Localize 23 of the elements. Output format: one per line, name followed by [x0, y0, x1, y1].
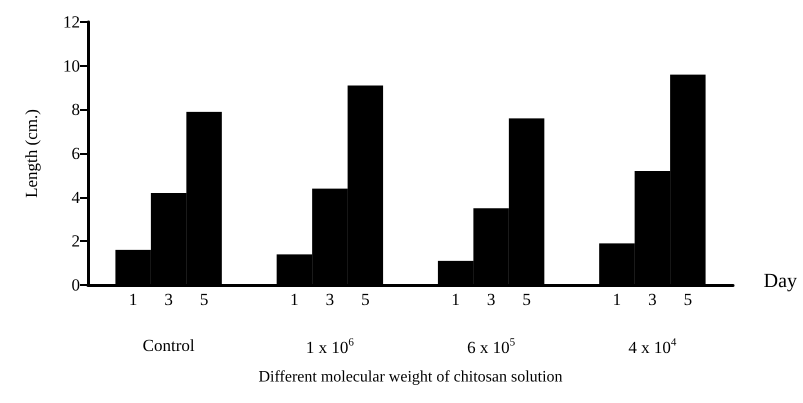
series-label: 1 [128, 290, 138, 309]
y-tick-label: 10 [63, 56, 80, 76]
text: 3 [486, 290, 496, 309]
text: Day [764, 270, 798, 292]
text: 5 [361, 290, 370, 309]
y-axis-title: Length (cm.) [22, 109, 41, 198]
text: 1 [290, 290, 299, 309]
text: 1 [612, 290, 622, 309]
x-tick-label: Control [142, 336, 195, 355]
text: 5 [684, 290, 692, 309]
y-tick-label: 4 [72, 188, 80, 207]
y-tick-label: 8 [72, 100, 80, 120]
y-tick-label: 2 [72, 232, 80, 251]
y-tick-label: 6 [72, 144, 80, 163]
text: 1 [451, 290, 460, 309]
text: 3 [648, 290, 657, 309]
text: 5 [522, 290, 531, 309]
x-axis-title: Different molecular weight of chitosan solution [258, 368, 563, 386]
series-label: 3 [164, 290, 173, 309]
text: 3 [326, 290, 334, 309]
y-tick-label: 12 [63, 12, 80, 32]
y-tick-label: 0 [72, 276, 80, 294]
series-label: 5 [200, 290, 208, 309]
